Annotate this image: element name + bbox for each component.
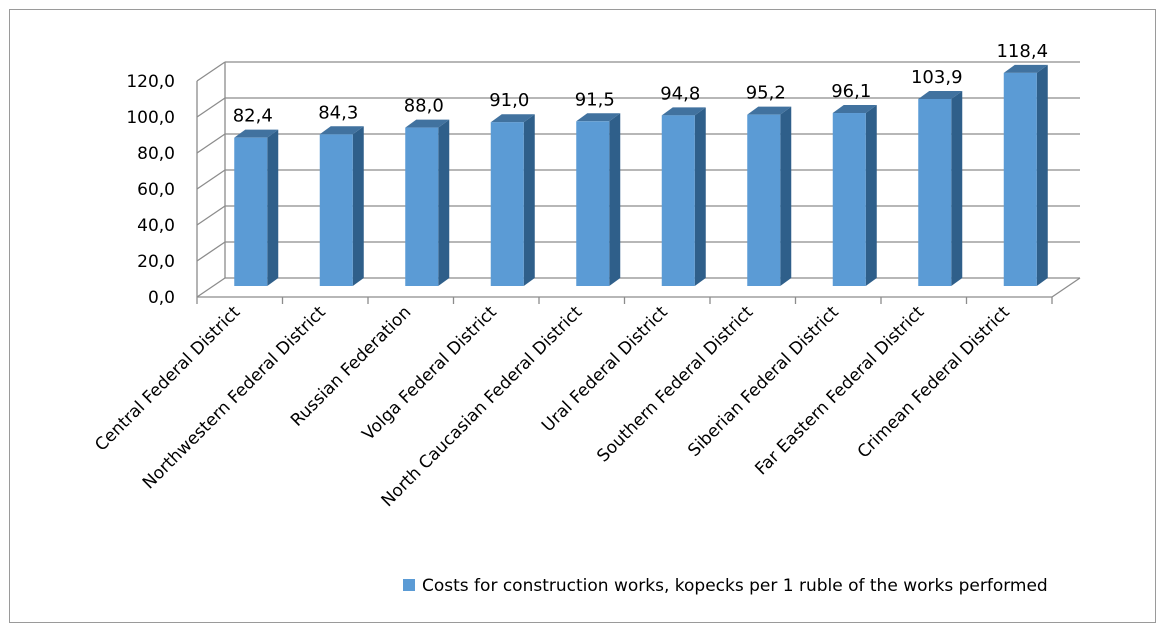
bar (319, 126, 364, 286)
category-label: Northwestern Federal District (139, 302, 330, 493)
data-label: 88,0 (404, 96, 444, 117)
bar-front (661, 115, 695, 286)
bar-front (918, 98, 952, 286)
data-label: 96,1 (831, 81, 871, 102)
bar-side (352, 126, 364, 286)
bar (918, 90, 963, 286)
gridline-depth (196, 61, 226, 82)
legend-label: Costs for construction works, kopecks pe… (422, 576, 1048, 596)
bar (1003, 64, 1048, 286)
y-axis: 0,0 20,0 40,0 60,0 80,0 100,0 120,0 (126, 72, 175, 308)
bar-front (405, 127, 439, 286)
bar-top (747, 106, 792, 115)
data-label: 82,4 (233, 106, 273, 127)
y-tick-label: 80,0 (137, 144, 175, 164)
bar-front (1003, 72, 1037, 286)
gridline-depth (196, 277, 226, 298)
floor-edge (1051, 277, 1081, 298)
bar-front (234, 137, 268, 286)
bar (234, 129, 279, 286)
bar-front (319, 134, 353, 286)
chart-frame: 0,0 20,0 40,0 60,0 80,0 100,0 120,0 82,4 84,3 88… (9, 9, 1156, 623)
data-label: 118,4 (996, 41, 1048, 62)
category-label: Southern Federal District (593, 302, 757, 466)
bar (405, 119, 450, 286)
bar-top (1003, 64, 1048, 73)
bar-top (918, 90, 963, 99)
legend: Costs for construction works, kopecks pe… (403, 576, 1048, 596)
bar-side (267, 129, 279, 286)
bar-side (438, 119, 450, 286)
legend-swatch (403, 579, 415, 591)
data-labels: 82,4 84,3 88,0 91,0 91,5 94,8 95,2 96,1 103,9 118… (233, 41, 1048, 127)
gridline-depth (196, 97, 226, 118)
bar (747, 106, 792, 286)
data-label: 84,3 (318, 102, 358, 123)
data-label: 91,0 (489, 90, 529, 111)
bar-top (490, 114, 535, 123)
bar-top (234, 129, 279, 138)
bar-side (780, 106, 792, 286)
bar-side (694, 107, 706, 286)
bar (576, 113, 621, 286)
category-label: Siberian Federal District (684, 302, 843, 461)
y-tick-label: 60,0 (137, 180, 175, 200)
bar-top (661, 107, 706, 116)
category-label: Central Federal District (91, 302, 244, 455)
gridline-depth (196, 241, 226, 262)
y-tick-label: 0,0 (148, 288, 175, 308)
bar-chart: 0,0 20,0 40,0 60,0 80,0 100,0 120,0 82,4 84,3 88… (91, 41, 1081, 596)
bar (661, 107, 706, 286)
gridlines (196, 61, 1081, 304)
bar (490, 114, 535, 286)
y-tick-label: 100,0 (126, 108, 175, 128)
bar-front (832, 113, 866, 287)
bar-top (405, 119, 450, 128)
gridline-depth (196, 205, 226, 226)
bar-side (1036, 64, 1048, 286)
bar-side (523, 114, 535, 286)
y-tick-label: 40,0 (137, 216, 175, 236)
category-label: Crimean Federal District (854, 302, 1014, 462)
data-label: 95,2 (746, 83, 786, 104)
bar-side (865, 105, 877, 287)
bar (832, 105, 877, 287)
data-label: 94,8 (660, 83, 700, 104)
y-tick-label: 20,0 (137, 252, 175, 272)
bar-front (490, 122, 524, 286)
bars (234, 64, 1048, 287)
category-label: Far Eastern Federal District (751, 302, 928, 479)
bar-side (609, 113, 621, 286)
bar-top (832, 105, 877, 114)
gridline-depth (196, 169, 226, 190)
bar-top (319, 126, 364, 135)
gridline-depth (196, 133, 226, 154)
bar-top (576, 113, 621, 122)
data-label: 103,9 (911, 67, 963, 88)
bar-side (951, 90, 963, 286)
bar-front (747, 114, 781, 286)
y-tick-label: 120,0 (126, 72, 175, 92)
data-label: 91,5 (575, 89, 615, 110)
bar-front (576, 121, 610, 286)
